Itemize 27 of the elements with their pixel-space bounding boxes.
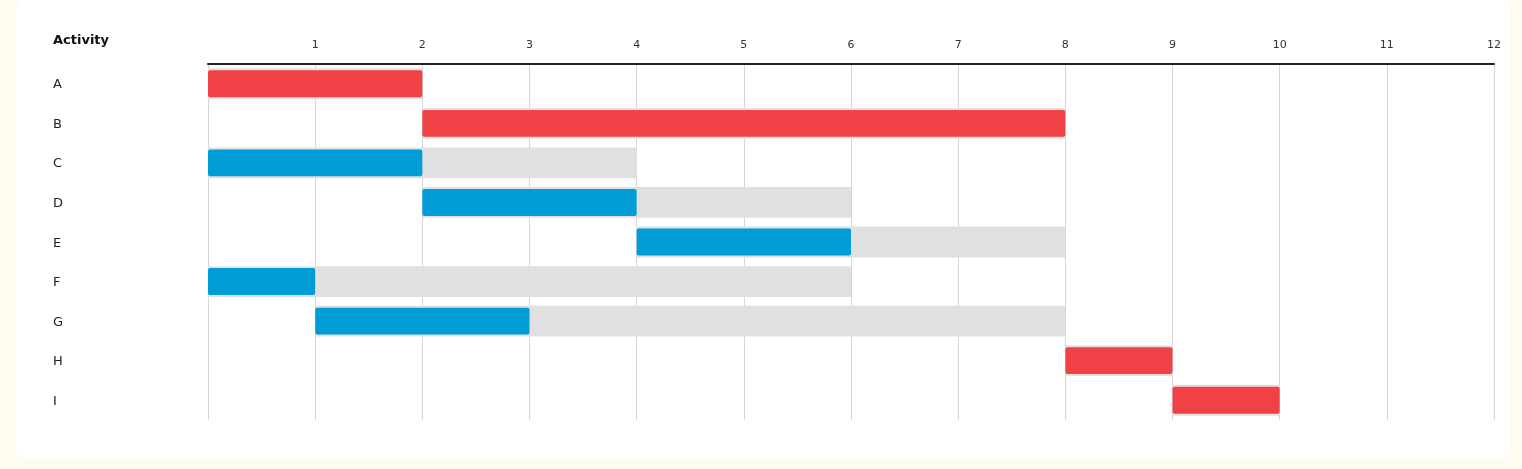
bar bbox=[422, 189, 637, 216]
x-tick-label: 6 bbox=[847, 38, 855, 51]
x-tick-label: 10 bbox=[1272, 38, 1287, 51]
x-tick-label: 4 bbox=[633, 38, 641, 51]
x-tick-label: 5 bbox=[740, 38, 748, 51]
bar bbox=[315, 307, 530, 335]
y-tick-label: C bbox=[53, 155, 63, 171]
y-tick-label: B bbox=[53, 115, 62, 131]
y-tick-label: G bbox=[53, 313, 64, 329]
x-tick-label: 12 bbox=[1487, 38, 1501, 51]
y-tick-label: D bbox=[53, 194, 64, 210]
y-tick-label: E bbox=[53, 234, 62, 250]
x-tick-label: 2 bbox=[418, 38, 426, 51]
x-tick-label: 9 bbox=[1169, 38, 1176, 51]
y-tick-label: A bbox=[53, 76, 62, 92]
bar bbox=[208, 149, 423, 177]
y-tick-label: I bbox=[53, 392, 57, 408]
bar bbox=[208, 268, 316, 295]
x-tick-label: 1 bbox=[311, 38, 319, 51]
y-tick-label: H bbox=[53, 353, 63, 369]
x-tick-label: 3 bbox=[526, 38, 533, 51]
y-tick-label: F bbox=[53, 274, 61, 290]
x-tick-label: 7 bbox=[954, 38, 962, 51]
y-axis-title: Activity bbox=[53, 32, 110, 47]
x-tick-label: 11 bbox=[1379, 38, 1394, 51]
x-tick-label: 8 bbox=[1061, 38, 1069, 51]
bar bbox=[636, 228, 851, 256]
